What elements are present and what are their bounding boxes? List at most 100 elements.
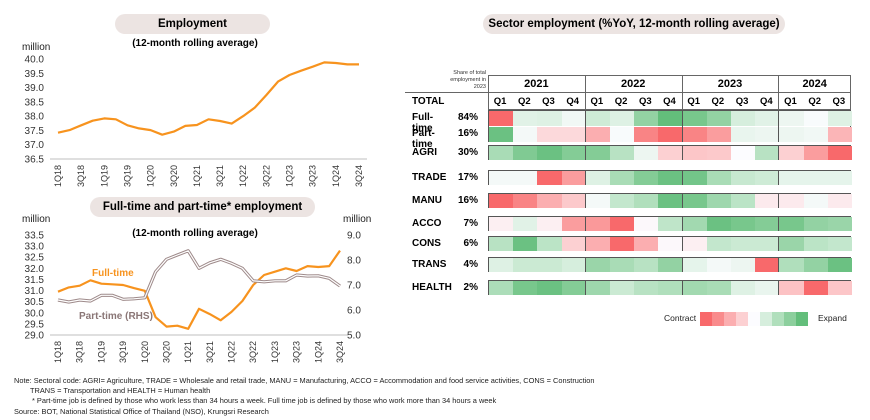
heatmap-cell (731, 171, 756, 185)
row-label-full-time: Full-time (412, 112, 434, 134)
note-line-1: Note: Sectoral code: AGRI= Agriculture, … (14, 376, 595, 385)
heatmap-cell (585, 237, 610, 251)
heatmap-cell (489, 237, 514, 251)
heatmap-cell (585, 194, 610, 208)
x-tick-label: 1Q18 (53, 165, 63, 187)
y-tick-label: 37.5 (25, 126, 45, 137)
legend-swatch (796, 312, 808, 326)
heatmap-cell (610, 111, 635, 126)
fulltime-left-unit-label: million (22, 214, 51, 225)
heatmap-cell (706, 194, 731, 208)
row-share-health: 2% (463, 282, 478, 293)
heatmap-cell (827, 127, 852, 142)
year-divider (681, 236, 683, 251)
heatmap-cell (779, 217, 804, 231)
sector-heatmap-title: Sector employment (%YoY, 12-month rollin… (483, 14, 785, 34)
quarter-header: Q2 (614, 96, 628, 107)
x-tick-label: 3Q21 (215, 165, 225, 187)
x-tick-label: 3Q20 (161, 341, 171, 363)
legend-swatch (748, 312, 760, 326)
heatmap-cell (537, 146, 562, 160)
row-label-trade: TRADE (412, 172, 447, 183)
x-tick-label: 1Q20 (146, 165, 156, 187)
heatmap-cell (561, 258, 586, 272)
heatmap-cell (610, 127, 635, 142)
quarter-header: Q3 (542, 96, 555, 107)
y-tick-label: 32.0 (25, 264, 45, 275)
heatmap-cell (803, 258, 828, 272)
year-divider (681, 193, 683, 208)
x-tick-label: 1Q21 (183, 341, 193, 363)
heatmap-cell (561, 127, 586, 142)
heatmap-cell (682, 171, 707, 185)
y-right-tick-label: 9.0 (347, 231, 361, 242)
heatmap-cell (537, 281, 562, 295)
row-share-cons: 6% (463, 238, 478, 249)
heatmap-cell (731, 237, 756, 251)
quarter-header: Q1 (784, 96, 797, 107)
year-divider (778, 216, 780, 231)
year-divider (778, 280, 780, 295)
heatmap-cell (731, 281, 756, 295)
heatmap-cell (658, 258, 683, 272)
y-right-tick-label: 7.0 (347, 281, 361, 292)
employment-line-chart: 40.0 39.5 39.0 38.5 38.0 37.5 37.0 36.5 1Q18 3Q18… (25, 55, 367, 187)
quarter-header: Q1 (590, 96, 604, 107)
heatmap-cell (537, 237, 562, 251)
heatmap-cell (610, 217, 635, 231)
quarter-header: Q4 (759, 96, 773, 107)
x-tick-label: 3Q24 (354, 165, 364, 187)
heatmap-cell (779, 258, 804, 272)
heatmap-cell (634, 258, 659, 272)
heatmap-cell (537, 171, 562, 185)
y-tick-label: 29.5 (25, 319, 45, 330)
heatmap-cell (658, 237, 683, 251)
row-share-trans: 4% (463, 259, 478, 270)
quarter-header: Q2 (808, 96, 822, 107)
year-header: 2021 (524, 78, 549, 90)
year-divider (681, 75, 683, 110)
heatmap-cell (755, 127, 780, 142)
note-line-2: TRANS = Transportation and HEALTH = Huma… (30, 386, 211, 395)
heatmap-cell (803, 217, 828, 231)
heatmap-cell (489, 171, 514, 185)
y-tick-label: 30.0 (25, 308, 45, 319)
year-divider (584, 110, 586, 142)
year-divider (681, 110, 683, 142)
x-tick-label: 1Q18 (53, 341, 63, 363)
year-header: 2024 (802, 78, 827, 90)
heatmap-cell (610, 146, 635, 160)
heatmap-cell (731, 146, 756, 160)
heatmap-cell (513, 146, 538, 160)
heatmap-cell (561, 194, 586, 208)
heatmap-cell (755, 217, 780, 231)
heatmap-cell (682, 127, 707, 142)
heatmap-cell (827, 217, 852, 231)
row-label-trans: TRANS (412, 259, 447, 270)
heatmap-cell (634, 171, 659, 185)
row-share-part-time: 16% (457, 128, 478, 139)
series-line-employment (57, 61, 359, 136)
heatmap-cell (585, 111, 610, 126)
legend-expand-label: Expand (818, 313, 847, 323)
x-tick-label: 3Q22 (248, 341, 258, 363)
heatmap-cell (682, 281, 707, 295)
heatmap-cell (537, 258, 562, 272)
heatmap-cell (610, 194, 635, 208)
quarter-header: Q1 (687, 96, 701, 107)
heatmap-cell (779, 281, 804, 295)
heatmap-cell (827, 194, 852, 208)
heatmap-cell (706, 127, 731, 142)
heatmap-cell (755, 194, 780, 208)
row-label-acco: ACCO (412, 218, 442, 229)
quarter-header: Q4 (663, 96, 676, 107)
y-tick-label: 31.5 (25, 275, 45, 286)
row-label-health: HEALTH (412, 282, 452, 293)
parttime-right-unit-label: million (343, 214, 372, 225)
year-divider (584, 170, 586, 185)
heatmap-cell (537, 127, 562, 142)
parttime-series-label: Part-time (RHS) (79, 311, 153, 322)
heatmap-cell (827, 258, 852, 272)
x-tick-label: 1Q24 (313, 341, 323, 363)
heatmap-cell (513, 258, 538, 272)
